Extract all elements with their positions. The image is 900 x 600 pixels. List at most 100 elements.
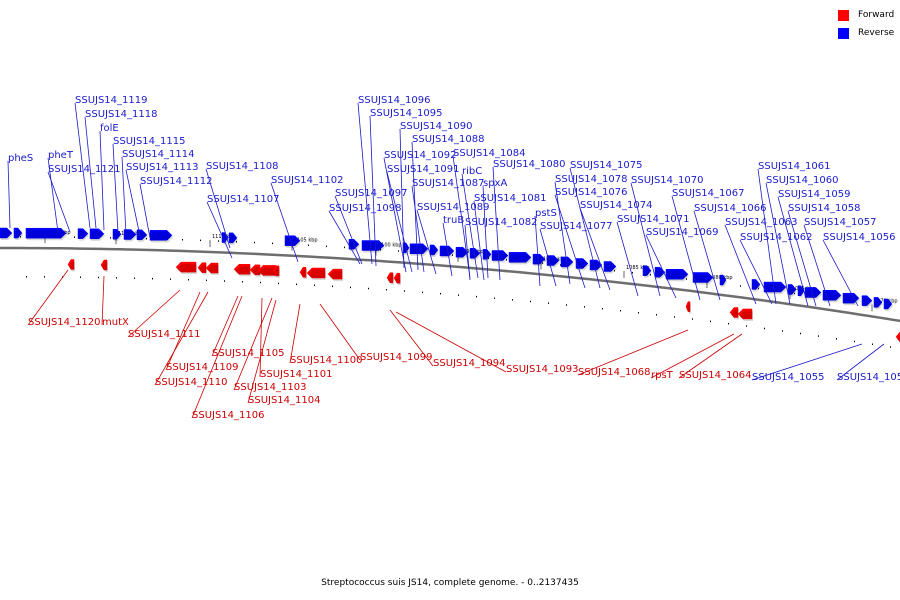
reverse-gene-label: truB [443, 215, 464, 226]
reverse-gene-shadow [27, 230, 67, 241]
forward-gene [737, 308, 753, 320]
minor-tick [728, 322, 729, 325]
minor-tick [26, 276, 27, 278]
forward-gene-shadow [897, 335, 900, 343]
minor-tick [404, 290, 405, 292]
minor-tick [278, 282, 279, 285]
minor-tick [512, 299, 513, 301]
reverse-gene-label-leader [461, 173, 479, 279]
reverse-gene-label: SSUJS14_1055 [752, 372, 825, 383]
minor-tick [638, 311, 639, 314]
reverse-gene [589, 259, 603, 271]
reverse-gene [546, 255, 560, 266]
reverse-gene-label-leader [787, 210, 817, 307]
reverse-gene-shadow [548, 257, 560, 268]
reverse-gene [25, 227, 67, 239]
forward-gene-label: SSUJS14_1099 [360, 352, 433, 363]
reverse-gene-label: SSUJS14_1080 [493, 159, 566, 170]
minor-tick [254, 241, 255, 244]
minor-tick [206, 279, 207, 282]
reverse-gene-label-leader [334, 195, 363, 265]
reverse-gene-shadow [471, 250, 481, 261]
reverse-gene-label-leader [47, 171, 71, 233]
reverse-gene-label: SSUJS14_1054 [837, 372, 900, 383]
reverse-gene-shadow [91, 230, 105, 241]
reverse-gene-label-leader [270, 182, 299, 263]
minor-tick [548, 302, 549, 304]
minor-tick [800, 332, 801, 335]
legend-item-forward: Forward [838, 8, 894, 22]
reverse-gene-label: SSUJS14_1112 [140, 176, 213, 187]
reverse-gene-label-leader [205, 168, 231, 249]
reverse-gene [719, 274, 727, 286]
forward-gene [257, 265, 277, 276]
minor-tick [74, 236, 75, 238]
reverse-gene-label-leader [836, 343, 885, 381]
reverse-gene-shadow [721, 277, 727, 288]
reverse-gene-label: SSUJS14_1078 [555, 174, 628, 185]
minor-tick [20, 236, 21, 238]
reverse-gene [123, 229, 137, 240]
reverse-gene [797, 285, 805, 296]
reverse-gene-shadow [286, 237, 301, 248]
reverse-gene [13, 227, 23, 239]
reverse-gene-shadow [789, 286, 797, 297]
forward-gene [100, 259, 108, 271]
reverse-gene-label: SSUJS14_1118 [85, 109, 158, 120]
reverse-gene-label: ribC [462, 166, 482, 177]
forward-gene [272, 265, 280, 277]
reverse-gene-label-leader [803, 224, 831, 307]
minor-tick [110, 237, 111, 239]
reverse-gene [439, 245, 455, 257]
minor-tick [386, 288, 387, 291]
forward-gene-label: SSUJS14_1094 [433, 358, 506, 369]
reverse-gene-label: SSUJS14_1084 [453, 148, 526, 159]
reverse-gene [149, 230, 173, 241]
minor-tick [674, 316, 675, 318]
reverse-gene-label: pstS [535, 208, 557, 219]
forward-gene [685, 301, 691, 312]
reverse-gene-label: SSUJS14_1056 [823, 232, 896, 243]
reverse-gene-shadow [667, 271, 689, 282]
forward-gene-label-leader [247, 299, 277, 404]
forward-gene-shadow [69, 261, 75, 272]
forward-gene-shadow [301, 269, 307, 280]
forward-gene [393, 272, 401, 284]
reverse-gene-label-leader [757, 168, 777, 305]
reverse-gene-label: SSUJS14_1057 [804, 217, 877, 228]
minor-tick [746, 325, 747, 327]
forward-gene [327, 268, 343, 280]
minor-tick [80, 276, 81, 278]
reverse-gene-shadow [644, 267, 652, 278]
reverse-gene-label: SSUJS14_1071 [617, 214, 690, 225]
minor-tick [296, 283, 297, 286]
reverse-gene-shadow [363, 242, 385, 253]
reverse-gene [221, 232, 229, 243]
minor-tick [326, 245, 327, 248]
forward-gene [205, 262, 219, 274]
reverse-gene-label: SSUJS14_1113 [126, 162, 199, 173]
minor-tick [380, 248, 381, 251]
scale-tick-label: 1105 kbp [294, 238, 318, 244]
reverse-gene [532, 253, 546, 265]
forward-gene-shadow [251, 266, 261, 277]
forward-gene [197, 262, 207, 273]
minor-tick [188, 278, 189, 281]
minor-tick [452, 254, 453, 256]
reverse-gene-label: SSUJS14_1081 [474, 193, 547, 204]
reverse-gene [491, 250, 509, 261]
forward-gene-label-leader [395, 311, 507, 373]
reverse-gene-label: SSUJS14_1121 [48, 164, 121, 175]
reverse-gene-label-leader [539, 228, 557, 287]
forward-gene-shadow [259, 267, 277, 278]
reverse-gene [361, 240, 385, 251]
reverse-gene [751, 279, 761, 290]
forward-gene-label-leader [127, 289, 181, 338]
minor-tick [710, 320, 711, 323]
forward-gene-label-leader [577, 329, 689, 376]
reverse-gene-label: SSUJS14_1075 [570, 160, 643, 171]
reverse-gene-shadow [230, 234, 238, 245]
forward-gene-shadow [274, 267, 280, 278]
reverse-gene-label-leader [693, 210, 721, 301]
genome-caption: Streptococcus suis JS14, complete genome… [321, 578, 579, 588]
